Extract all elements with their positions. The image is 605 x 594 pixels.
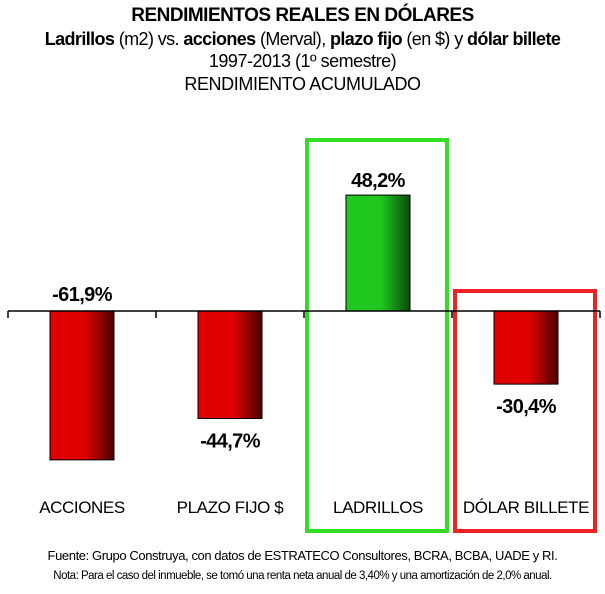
highlight-frame [453, 289, 597, 533]
chart-subtitle: Ladrillos (m2) vs. acciones (Merval), pl… [0, 28, 605, 50]
category-label: LADRILLOS [333, 498, 423, 517]
bar-chart: -61,9% ACCIONES -44,7% PLAZO FIJO $ 48,2% LAD… [7, 138, 601, 533]
chart-title-block: RENDIMIENTOS REALES EN DÓLARES Ladrillos… [0, 4, 605, 96]
category-label: PLAZO FIJO $ [177, 498, 285, 517]
subtitle-part: dólar billete [467, 29, 561, 49]
category-label: ACCIONES [39, 498, 125, 517]
chart-period: 1997-2013 (1º semestre) [208, 51, 397, 71]
subtitle-part: (en $) y [402, 29, 468, 49]
bar [49, 310, 115, 461]
footer-source: Fuente: Grupo Construya, con datos de ES… [47, 548, 558, 563]
subtitle-part: (Merval), [255, 29, 330, 49]
footer-note: Nota: Para el caso del inmueble, se tomó… [53, 570, 552, 582]
subtitle-part: (m2) vs. [114, 29, 184, 49]
subtitle-part: plazo fijo [330, 29, 403, 49]
chart-title: RENDIMIENTOS REALES EN DÓLARES [131, 5, 474, 26]
bar [197, 310, 263, 420]
subtitle-part: Ladrillos [44, 29, 115, 49]
highlight-frame [305, 138, 449, 533]
data-label: -44,7% [200, 431, 261, 453]
bar [345, 194, 411, 312]
data-label: -61,9% [52, 284, 113, 306]
chart-measure: RENDIMIENTO ACUMULADO [184, 74, 421, 94]
data-label: -30,4% [496, 396, 557, 418]
data-label: 48,2% [351, 170, 406, 192]
bar [493, 310, 559, 385]
subtitle-part: acciones [183, 29, 256, 49]
category-label: DÓLAR BILLETE [463, 498, 589, 517]
